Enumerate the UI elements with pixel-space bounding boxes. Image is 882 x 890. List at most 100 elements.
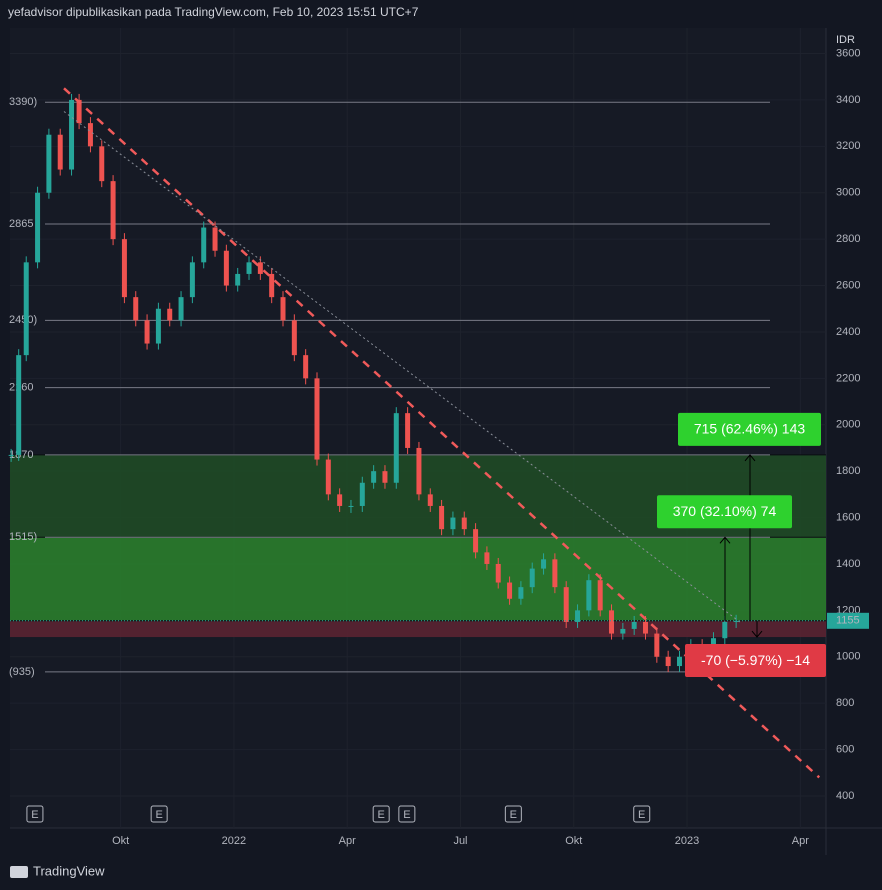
candle (223, 250, 229, 286)
measure-box (657, 495, 792, 529)
candle (563, 587, 569, 622)
candle (99, 146, 105, 182)
candle (416, 447, 422, 495)
candle (507, 582, 513, 599)
candle (529, 568, 535, 588)
candle (450, 517, 456, 530)
y-tick-label: 2600 (836, 279, 860, 291)
candle (461, 517, 467, 530)
y-tick-label: 3600 (836, 47, 860, 59)
footer[interactable]: TradingView (33, 863, 105, 878)
y-tick-label: 3000 (836, 187, 860, 199)
level-label: (935) (9, 666, 35, 678)
candle (167, 308, 173, 321)
measure-label: 370 (32.10%) 74 (673, 503, 777, 519)
candle (631, 621, 637, 629)
x-tick-label: 2023 (675, 835, 699, 847)
y-tick-label: 1000 (836, 651, 860, 663)
candle (518, 587, 524, 599)
candle (541, 559, 547, 569)
y-tick-label: 800 (836, 697, 854, 709)
candle (291, 320, 297, 356)
candle (484, 552, 490, 564)
last-price-label: 1155 (836, 615, 860, 627)
level-label: 3390) (9, 96, 37, 108)
header: yefadvisor dipublikasikan pada TradingVi… (8, 5, 419, 19)
candle (665, 656, 671, 667)
candle (427, 494, 433, 506)
candle (733, 620, 739, 622)
zone (10, 620, 826, 638)
logo (10, 866, 28, 878)
arrow-head (744, 454, 756, 462)
y-tick-label: 2400 (836, 326, 860, 338)
y-tick-label: 400 (836, 790, 854, 802)
candle (189, 262, 195, 298)
candle (144, 320, 150, 344)
event-label: E (378, 809, 385, 821)
candle (597, 580, 603, 611)
x-tick-label: Apr (339, 835, 356, 847)
event-label: E (31, 809, 38, 821)
y-tick-label: 1800 (836, 465, 860, 477)
event-label: E (155, 809, 162, 821)
candle (133, 297, 139, 321)
candle (337, 494, 343, 506)
zone (10, 537, 826, 621)
trend-line (63, 111, 741, 623)
candle (87, 123, 93, 147)
candle (257, 262, 263, 274)
y-tick-label: 1600 (836, 511, 860, 523)
measure-box (685, 644, 826, 678)
candle (620, 628, 626, 634)
candle (722, 621, 728, 639)
x-tick-label: Okt (112, 835, 129, 847)
candle (552, 559, 558, 588)
y-tick-label: 2000 (836, 419, 860, 431)
candle (325, 459, 331, 495)
candle (23, 262, 29, 356)
candle (57, 134, 63, 170)
candle (371, 471, 377, 483)
level-label: 2160 (9, 382, 33, 394)
candle (643, 621, 649, 634)
x-tick-label: 2022 (222, 835, 246, 847)
measure-label: -70 (−5.97%) −14 (701, 652, 810, 668)
candle (35, 192, 41, 263)
y-tick-label: 600 (836, 743, 854, 755)
candle (314, 378, 320, 460)
candle (495, 563, 501, 583)
measure-label: 715 (62.46%) 143 (694, 421, 806, 437)
event-marker (26, 805, 44, 823)
event-marker (504, 805, 522, 823)
x-tick-label: Jul (453, 835, 467, 847)
candle (280, 297, 286, 321)
candle (269, 273, 275, 298)
x-tick-label: Okt (565, 835, 582, 847)
trend-line (63, 87, 821, 779)
measure-box (678, 412, 821, 446)
candle (586, 580, 592, 611)
candle (393, 413, 399, 483)
x-tick-label: Apr (792, 835, 809, 847)
event-label: E (638, 809, 645, 821)
candle (654, 633, 660, 657)
candle (348, 505, 354, 507)
candle (212, 227, 218, 251)
level-label: 2450) (9, 314, 37, 326)
candle (46, 134, 52, 193)
candle (382, 471, 388, 483)
arrow-head (719, 536, 731, 544)
event-marker (372, 805, 390, 823)
candle (121, 239, 127, 298)
y-tick-label: 2200 (836, 372, 860, 384)
y-tick-label: 1400 (836, 558, 860, 570)
candle (439, 505, 445, 530)
event-marker (398, 805, 416, 823)
candle (16, 355, 22, 455)
candle (76, 99, 82, 124)
candle (405, 413, 411, 448)
axis-unit: IDR (836, 34, 855, 46)
candle (201, 227, 207, 263)
